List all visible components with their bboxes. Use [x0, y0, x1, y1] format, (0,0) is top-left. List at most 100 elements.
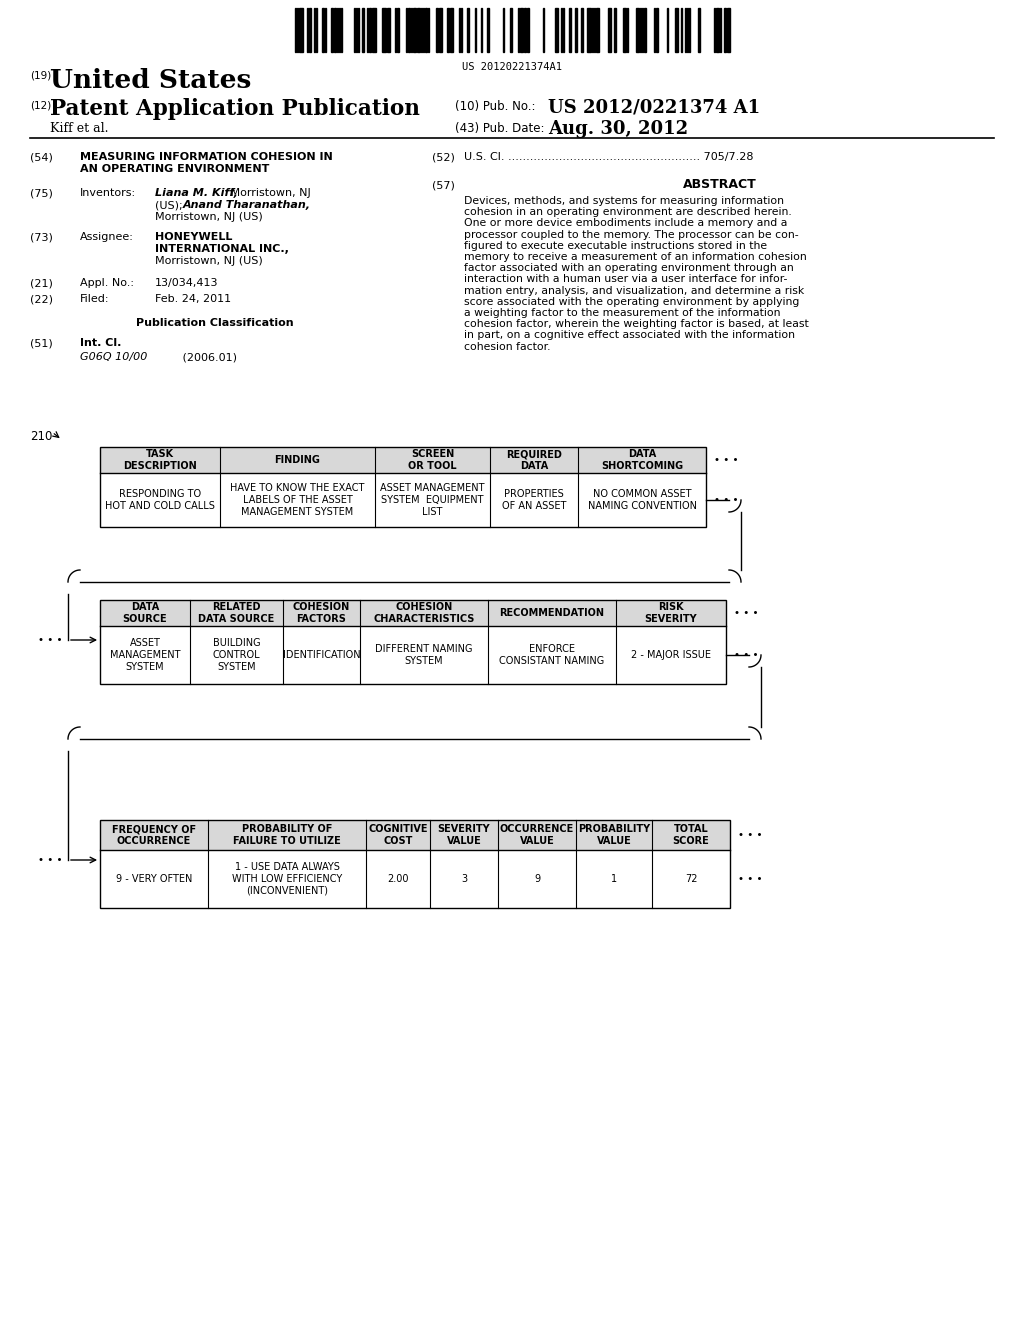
Bar	[656, 8, 658, 51]
Text: mation entry, analysis, and visualization, and determine a risk: mation entry, analysis, and visualizatio…	[464, 285, 804, 296]
Text: One or more device embodiments include a memory and a: One or more device embodiments include a…	[464, 218, 787, 228]
Text: DATA
SHORTCOMING: DATA SHORTCOMING	[601, 449, 683, 471]
Bar	[527, 8, 529, 51]
Bar	[623, 8, 626, 51]
Text: HAVE TO KNOW THE EXACT
LABELS OF THE ASSET
MANAGEMENT SYSTEM: HAVE TO KNOW THE EXACT LABELS OF THE ASS…	[230, 483, 365, 516]
Text: Appl. No.:: Appl. No.:	[80, 279, 134, 288]
Bar	[299, 8, 303, 51]
Text: ASSET MANAGEMENT
SYSTEM  EQUIPMENT
LIST: ASSET MANAGEMENT SYSTEM EQUIPMENT LIST	[380, 483, 484, 516]
Bar	[372, 8, 376, 51]
Text: AN OPERATING ENVIRONMENT: AN OPERATING ENVIRONMENT	[80, 164, 269, 174]
Text: Assignee:: Assignee:	[80, 232, 134, 242]
Text: 9: 9	[534, 874, 540, 884]
Text: cohesion factor, wherein the weighting factor is based, at least: cohesion factor, wherein the weighting f…	[464, 319, 809, 329]
Text: (52): (52)	[432, 152, 455, 162]
Text: Inventors:: Inventors:	[80, 187, 136, 198]
Bar	[575, 8, 577, 51]
Bar	[100, 820, 730, 908]
Bar	[724, 8, 726, 51]
Text: 1 - USE DATA ALWAYS
WITH LOW EFFICIENCY
(INCONVENIENT): 1 - USE DATA ALWAYS WITH LOW EFFICIENCY …	[231, 862, 342, 895]
Text: FINDING: FINDING	[274, 455, 321, 465]
Text: a weighting factor to the measurement of the information: a weighting factor to the measurement of…	[464, 308, 780, 318]
Text: (12): (12)	[30, 100, 51, 110]
Bar	[450, 8, 453, 51]
Text: COHESION
CHARACTERISTICS: COHESION CHARACTERISTICS	[374, 602, 475, 624]
Text: Int. Cl.: Int. Cl.	[80, 338, 122, 348]
Bar	[408, 8, 410, 51]
Text: PROPERTIES
OF AN ASSET: PROPERTIES OF AN ASSET	[502, 490, 566, 511]
Text: US 20120221374A1: US 20120221374A1	[462, 62, 562, 73]
Bar	[698, 8, 700, 51]
Text: RISK
SEVERITY: RISK SEVERITY	[645, 602, 697, 624]
Bar	[413, 8, 416, 51]
Text: IDENTIFICATION: IDENTIFICATION	[283, 649, 360, 660]
Text: (10) Pub. No.:: (10) Pub. No.:	[455, 100, 536, 114]
Bar	[417, 8, 420, 51]
Text: • • •: • • •	[734, 609, 759, 618]
Text: SCREEN
OR TOOL: SCREEN OR TOOL	[409, 449, 457, 471]
Text: Morristown, NJ (US): Morristown, NJ (US)	[155, 256, 263, 267]
Text: (US);: (US);	[155, 201, 182, 210]
Text: Patent Application Publication: Patent Application Publication	[50, 98, 420, 120]
Text: HONEYWELL: HONEYWELL	[155, 232, 232, 242]
Text: PROBABILITY OF
FAILURE TO UTILIZE: PROBABILITY OF FAILURE TO UTILIZE	[233, 824, 341, 846]
Text: 13/034,413: 13/034,413	[155, 279, 218, 288]
Text: TASK
DESCRIPTION: TASK DESCRIPTION	[123, 449, 197, 471]
Text: memory to receive a measurement of an information cohesion: memory to receive a measurement of an in…	[464, 252, 807, 261]
Text: (43) Pub. Date:: (43) Pub. Date:	[455, 121, 545, 135]
Text: (21): (21)	[30, 279, 53, 288]
Text: processor coupled to the memory. The processor can be con-: processor coupled to the memory. The pro…	[464, 230, 799, 240]
Text: United States: United States	[50, 69, 251, 92]
Text: • • •: • • •	[734, 649, 759, 660]
Bar	[397, 8, 399, 51]
Text: US 2012/0221374 A1: US 2012/0221374 A1	[548, 98, 760, 116]
Text: (19): (19)	[30, 70, 51, 81]
Bar	[331, 8, 333, 51]
Text: BUILDING
CONTROL
SYSTEM: BUILDING CONTROL SYSTEM	[213, 639, 260, 672]
Bar	[100, 601, 726, 684]
Text: Morristown, NJ (US): Morristown, NJ (US)	[155, 213, 263, 222]
Bar	[447, 8, 449, 51]
Text: 1: 1	[611, 874, 617, 884]
Text: FREQUENCY OF
OCCURRENCE: FREQUENCY OF OCCURRENCE	[112, 824, 196, 846]
Text: 2 - MAJOR ISSUE: 2 - MAJOR ISSUE	[631, 649, 711, 660]
Text: in part, on a cognitive effect associated with the information: in part, on a cognitive effect associate…	[464, 330, 795, 341]
Bar	[520, 8, 523, 51]
Bar	[636, 8, 639, 51]
Text: Feb. 24, 2011: Feb. 24, 2011	[155, 294, 231, 304]
Text: cohesion factor.: cohesion factor.	[464, 342, 551, 351]
Text: RELATED
DATA SOURCE: RELATED DATA SOURCE	[199, 602, 274, 624]
Text: G06Q 10/00: G06Q 10/00	[80, 352, 147, 362]
Bar	[100, 447, 706, 473]
Text: (73): (73)	[30, 232, 53, 242]
Text: • • •: • • •	[738, 874, 763, 884]
Text: Publication Classification: Publication Classification	[136, 318, 294, 327]
Text: ASSET
MANAGEMENT
SYSTEM: ASSET MANAGEMENT SYSTEM	[110, 639, 180, 672]
Bar	[322, 8, 324, 51]
Text: figured to execute executable instructions stored in the: figured to execute executable instructio…	[464, 240, 767, 251]
Text: REQUIRED
DATA: REQUIRED DATA	[506, 449, 562, 471]
Text: U.S. Cl. ..................................................... 705/7.28: U.S. Cl. ...............................…	[464, 152, 754, 162]
Bar	[510, 8, 512, 51]
Text: • • •: • • •	[738, 830, 763, 840]
Text: factor associated with an operating environment through an: factor associated with an operating envi…	[464, 263, 794, 273]
Bar	[387, 8, 390, 51]
Bar	[555, 8, 558, 51]
Bar	[436, 8, 438, 51]
Text: TOTAL
SCORE: TOTAL SCORE	[673, 824, 710, 846]
Bar	[727, 8, 730, 51]
Text: COHESION
FACTORS: COHESION FACTORS	[293, 602, 350, 624]
Text: (57): (57)	[432, 180, 455, 190]
Bar	[467, 8, 469, 51]
Text: RESPONDING TO
HOT AND COLD CALLS: RESPONDING TO HOT AND COLD CALLS	[105, 490, 215, 511]
Bar	[309, 8, 311, 51]
Text: Devices, methods, and systems for measuring information: Devices, methods, and systems for measur…	[464, 195, 784, 206]
Text: DATA
SOURCE: DATA SOURCE	[123, 602, 167, 624]
Text: score associated with the operating environment by applying: score associated with the operating envi…	[464, 297, 800, 306]
Bar	[100, 601, 726, 626]
Bar	[608, 8, 611, 51]
Bar	[524, 8, 526, 51]
Bar	[644, 8, 646, 51]
Text: (54): (54)	[30, 152, 53, 162]
Text: • • •: • • •	[38, 855, 62, 865]
